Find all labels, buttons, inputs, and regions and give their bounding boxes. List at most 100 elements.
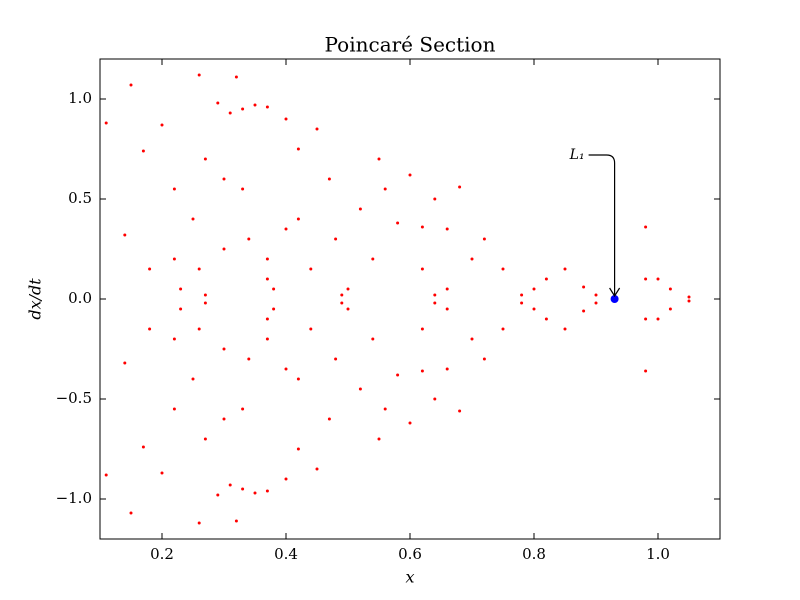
- point: [668, 287, 672, 291]
- point: [141, 149, 145, 153]
- point: [253, 491, 257, 495]
- point: [315, 127, 319, 131]
- point: [327, 417, 331, 421]
- point: [470, 337, 474, 341]
- x-tick-label: 0.4: [274, 545, 298, 563]
- point: [594, 293, 598, 297]
- chart-title: Poincaré Section: [325, 33, 496, 57]
- point: [644, 317, 648, 321]
- point: [228, 111, 232, 115]
- point: [445, 287, 449, 291]
- point: [371, 337, 375, 341]
- y-tick-label: −1.0: [56, 489, 92, 507]
- point: [296, 377, 300, 381]
- point: [687, 295, 691, 299]
- point: [129, 511, 133, 515]
- point: [520, 293, 524, 297]
- point: [383, 187, 387, 191]
- point: [433, 197, 437, 201]
- point: [420, 225, 424, 229]
- point: [222, 247, 226, 251]
- point: [296, 217, 300, 221]
- point: [241, 407, 245, 411]
- point: [340, 301, 344, 305]
- point: [172, 257, 176, 261]
- point: [216, 493, 220, 497]
- x-tick-label: 0.8: [522, 545, 546, 563]
- point: [148, 327, 152, 331]
- point: [222, 417, 226, 421]
- point: [296, 447, 300, 451]
- point: [334, 357, 338, 361]
- point: [377, 157, 381, 161]
- point: [433, 397, 437, 401]
- point: [265, 277, 269, 281]
- point: [445, 367, 449, 371]
- point: [458, 409, 462, 413]
- point: [644, 369, 648, 373]
- point: [563, 327, 567, 331]
- point: [532, 307, 536, 311]
- point: [172, 337, 176, 341]
- point: [265, 257, 269, 261]
- point: [420, 267, 424, 271]
- point: [582, 309, 586, 313]
- point: [346, 307, 350, 311]
- point: [123, 233, 127, 237]
- plot-frame: [99, 58, 721, 540]
- point: [203, 157, 207, 161]
- point: [445, 307, 449, 311]
- point: [265, 337, 269, 341]
- point: [191, 377, 195, 381]
- point: [284, 477, 288, 481]
- point: [284, 117, 288, 121]
- point: [644, 225, 648, 229]
- point: [383, 407, 387, 411]
- point: [104, 121, 108, 125]
- point: [191, 217, 195, 221]
- point: [334, 237, 338, 241]
- point: [172, 407, 176, 411]
- point: [129, 83, 133, 87]
- point: [458, 185, 462, 189]
- y-tick-label: 1.0: [68, 89, 92, 107]
- point: [582, 285, 586, 289]
- point: [668, 307, 672, 311]
- point: [501, 327, 505, 331]
- point: [265, 105, 269, 109]
- point: [253, 103, 257, 107]
- point: [265, 317, 269, 321]
- point: [203, 293, 207, 297]
- point: [222, 177, 226, 181]
- point: [228, 483, 232, 487]
- point: [179, 287, 183, 291]
- annotation-arrow: [588, 154, 621, 298]
- point: [371, 257, 375, 261]
- point: [309, 267, 313, 271]
- point: [272, 307, 276, 311]
- point: [346, 287, 350, 291]
- point: [197, 521, 201, 525]
- point: [594, 301, 598, 305]
- point: [358, 207, 362, 211]
- point: [265, 489, 269, 493]
- point: [141, 445, 145, 449]
- point: [482, 237, 486, 241]
- point: [222, 347, 226, 351]
- point: [104, 473, 108, 477]
- point: [123, 361, 127, 365]
- point: [272, 287, 276, 291]
- point: [172, 187, 176, 191]
- x-tick-label: 1.0: [646, 545, 670, 563]
- point: [656, 317, 660, 321]
- point: [327, 177, 331, 181]
- point: [358, 387, 362, 391]
- point: [197, 73, 201, 77]
- point: [160, 471, 164, 475]
- y-tick-label: −0.5: [56, 389, 92, 407]
- point: [433, 301, 437, 305]
- point: [340, 293, 344, 297]
- point: [377, 437, 381, 441]
- point: [203, 437, 207, 441]
- y-tick-label: 0.0: [68, 289, 92, 307]
